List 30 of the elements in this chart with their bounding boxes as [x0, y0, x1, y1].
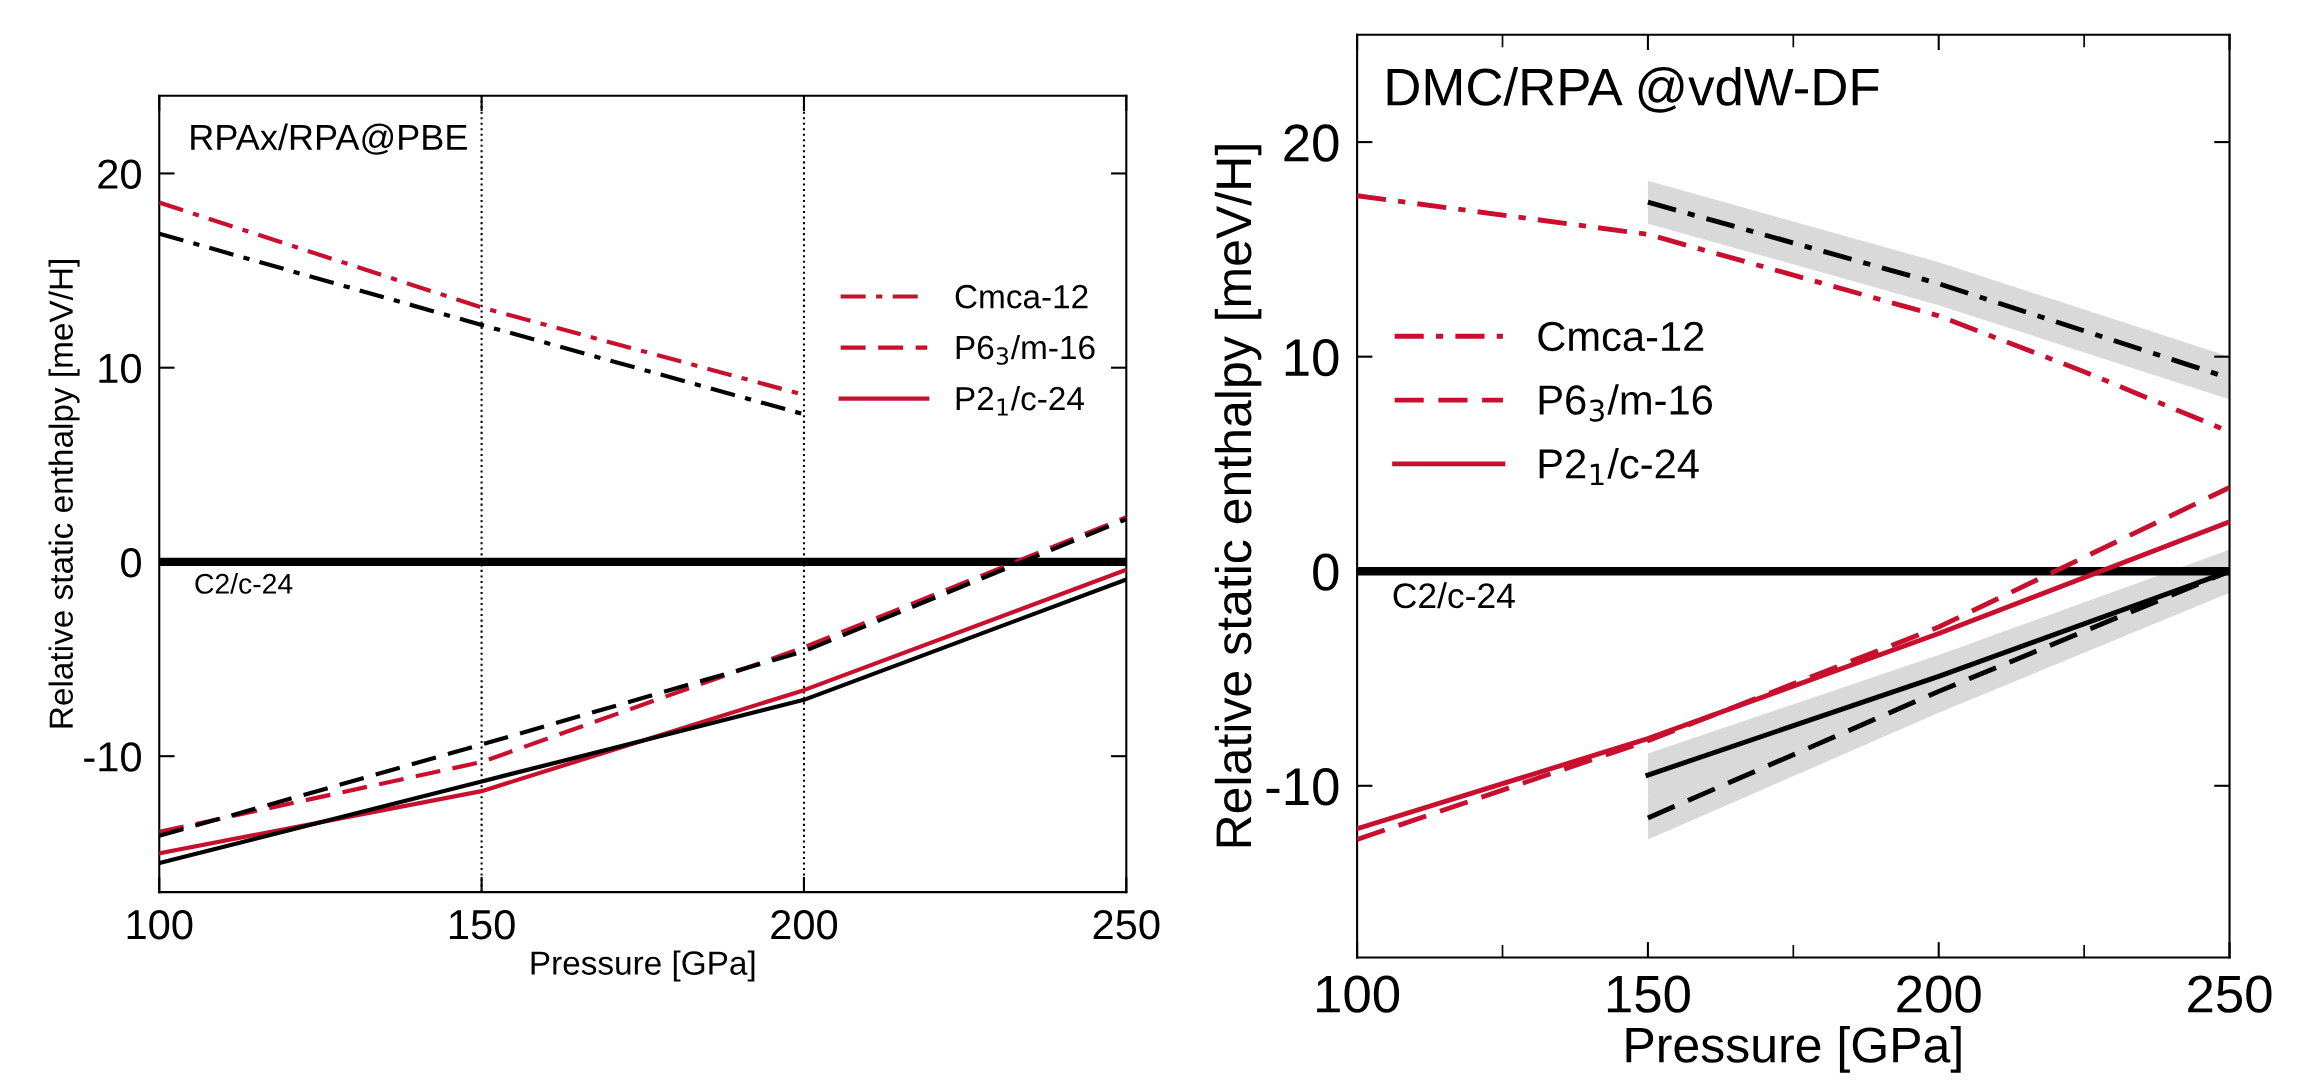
y-tick-label: 20	[1284, 124, 1339, 162]
x-tick-label: 150	[450, 909, 515, 940]
legend-label: P2$_{1}$/c-24	[1539, 448, 1699, 486]
legend-label: P2$_{1}$/c-24	[956, 385, 1084, 416]
y-tick-label: -10	[84, 742, 141, 772]
x-tick-label: 150	[1607, 975, 1690, 1013]
legend-label: Cmca-12	[955, 284, 1088, 309]
legend-label: P6$_{3}$/m-16	[956, 334, 1095, 365]
legend-label: Cmca-12	[1538, 321, 1704, 352]
x-tick-label: 100	[127, 909, 193, 940]
y-axis-title: Relative static enthalpy [meV/H]	[1214, 145, 1262, 847]
y-tick-label: 20	[98, 159, 141, 189]
legend-label: P6$_{3}$/m-16	[1539, 384, 1712, 422]
y-tick-label: 10	[1285, 338, 1339, 377]
text: DMC/RPA @vdW-DF	[1387, 67, 1879, 113]
x-tick-label: 200	[771, 909, 838, 940]
ref-line-label: C2/c-24	[1393, 582, 1515, 609]
y-axis-title: Relative static enthalpy [meV/H]	[48, 260, 80, 728]
ref-line-label: C2/c-24	[195, 573, 293, 594]
x-tick-label: 100	[1317, 975, 1400, 1013]
y-tick-label: 10	[99, 353, 141, 384]
y-tick-label: 0	[1313, 553, 1339, 591]
x-tick-label: 200	[1897, 975, 1981, 1013]
y-tick-label: -10	[1266, 768, 1339, 806]
x-axis-title: Pressure [GPa]	[1626, 1026, 1961, 1073]
x-axis-title: Pressure [GPa]	[531, 950, 755, 982]
y-tick-label: 0	[121, 547, 141, 578]
x-tick-label: 250	[1093, 909, 1160, 940]
x-tick-label: 250	[2188, 975, 2272, 1013]
text: RPAx/RPA@PBE	[191, 123, 467, 155]
